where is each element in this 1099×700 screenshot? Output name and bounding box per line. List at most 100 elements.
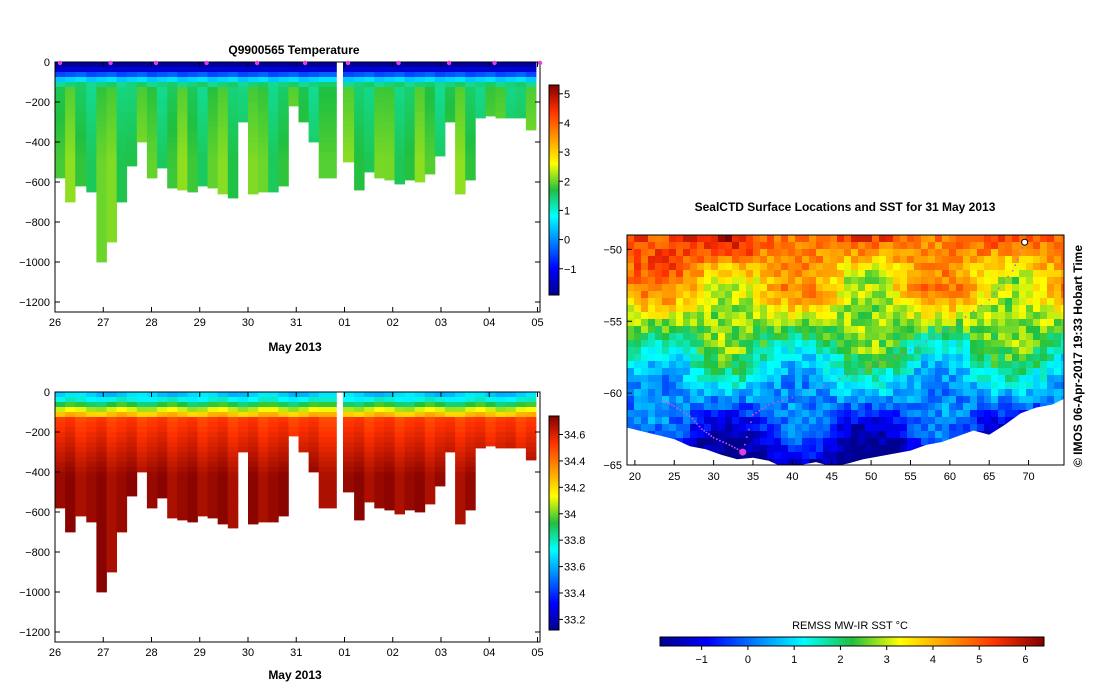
section-cell xyxy=(414,467,426,473)
section-cell xyxy=(394,127,405,133)
section-cell xyxy=(197,432,208,438)
sst-cell xyxy=(1054,270,1062,278)
sst-cell xyxy=(872,326,880,334)
sst-cell xyxy=(676,340,684,348)
section-cell xyxy=(475,117,486,119)
section-cell xyxy=(96,572,107,578)
section-cell xyxy=(167,117,178,123)
sst-cell xyxy=(900,438,908,446)
section-cell xyxy=(424,417,436,423)
sst-cell xyxy=(1061,326,1064,334)
sst-cell xyxy=(683,431,691,439)
section-cell xyxy=(455,172,466,178)
section-cell xyxy=(227,167,239,173)
section-cell xyxy=(455,417,466,423)
sst-cell xyxy=(949,361,957,369)
sst-cell xyxy=(851,375,859,383)
section-cell xyxy=(268,132,279,138)
section-cell xyxy=(404,137,416,143)
sst-cell xyxy=(1061,354,1064,362)
section-cell xyxy=(445,92,456,98)
sst-cell xyxy=(641,263,649,271)
map-x-tick-label: 50 xyxy=(865,471,877,483)
sst-cell xyxy=(690,347,698,355)
sst-cell xyxy=(648,424,656,432)
section-cell xyxy=(227,527,239,529)
section-cell xyxy=(455,442,466,448)
sst-cell xyxy=(1005,256,1013,264)
sst-cell xyxy=(690,368,698,376)
section-cell xyxy=(343,487,355,493)
sst-cell xyxy=(753,305,761,313)
section-cell xyxy=(207,402,219,408)
section-cell xyxy=(248,187,259,193)
section-cell xyxy=(167,517,178,519)
sst-cell xyxy=(753,368,761,376)
section-cell xyxy=(75,137,87,143)
section-cell xyxy=(136,67,148,73)
section-cell xyxy=(227,437,239,443)
section-cell xyxy=(268,72,279,78)
sst-cell xyxy=(816,284,824,292)
y-tick-label: −800 xyxy=(25,547,50,559)
section-cell xyxy=(465,82,476,88)
section-cell xyxy=(248,502,259,508)
section-cell xyxy=(298,427,309,433)
section-cell xyxy=(177,467,188,473)
section-cell xyxy=(126,487,138,493)
sst-cell xyxy=(655,242,663,250)
sst-cell xyxy=(739,424,747,432)
section-cell xyxy=(75,87,87,93)
sst-cell xyxy=(851,368,859,376)
section-cell xyxy=(86,397,97,403)
section-cell xyxy=(374,62,385,68)
section-cell xyxy=(116,92,128,98)
sst-cell xyxy=(1054,319,1062,327)
section-cell xyxy=(187,62,198,68)
section-cell xyxy=(394,157,405,163)
x-tick-label: 26 xyxy=(49,317,61,329)
section-cell xyxy=(167,92,178,98)
sst-cell xyxy=(704,438,712,446)
sst-cell xyxy=(949,298,957,306)
section-cell xyxy=(86,452,97,458)
sst-cell xyxy=(704,277,712,285)
section-cell xyxy=(177,487,188,493)
section-cell xyxy=(157,482,168,488)
sst-cell xyxy=(739,263,747,271)
section-cell xyxy=(485,407,496,413)
section-cell xyxy=(157,397,168,403)
sst-cell xyxy=(739,270,747,278)
sst-cell xyxy=(1054,277,1062,285)
section-cell xyxy=(146,127,158,133)
sst-cell xyxy=(809,431,817,439)
section-cell xyxy=(65,397,76,403)
x-tick-label: 05 xyxy=(531,647,543,659)
sst-cell xyxy=(697,333,705,341)
sst-cell xyxy=(1054,312,1062,320)
sst-cell xyxy=(627,298,635,306)
section-cell xyxy=(197,447,208,453)
sst-cell xyxy=(963,354,971,362)
sst-cell xyxy=(928,389,936,397)
section-cell xyxy=(136,457,148,463)
sst-cell xyxy=(809,319,817,327)
section-cell xyxy=(96,417,107,423)
sst-cell xyxy=(767,396,775,404)
sst-cell xyxy=(830,298,838,306)
sst-cell xyxy=(893,298,901,306)
sst-cell xyxy=(900,312,908,320)
track-point xyxy=(663,400,666,403)
sst-cell xyxy=(718,291,726,299)
section-cell xyxy=(55,77,66,83)
sst-cell xyxy=(802,438,810,446)
sst-cell xyxy=(1061,382,1064,390)
section-cell xyxy=(157,442,168,448)
sst-cell xyxy=(928,284,936,292)
sst-cell xyxy=(900,242,908,250)
sst-cell xyxy=(956,291,964,299)
sst-cell xyxy=(858,452,866,460)
section-cell xyxy=(86,182,97,188)
section-cell xyxy=(157,82,168,88)
section-cell xyxy=(268,502,279,508)
